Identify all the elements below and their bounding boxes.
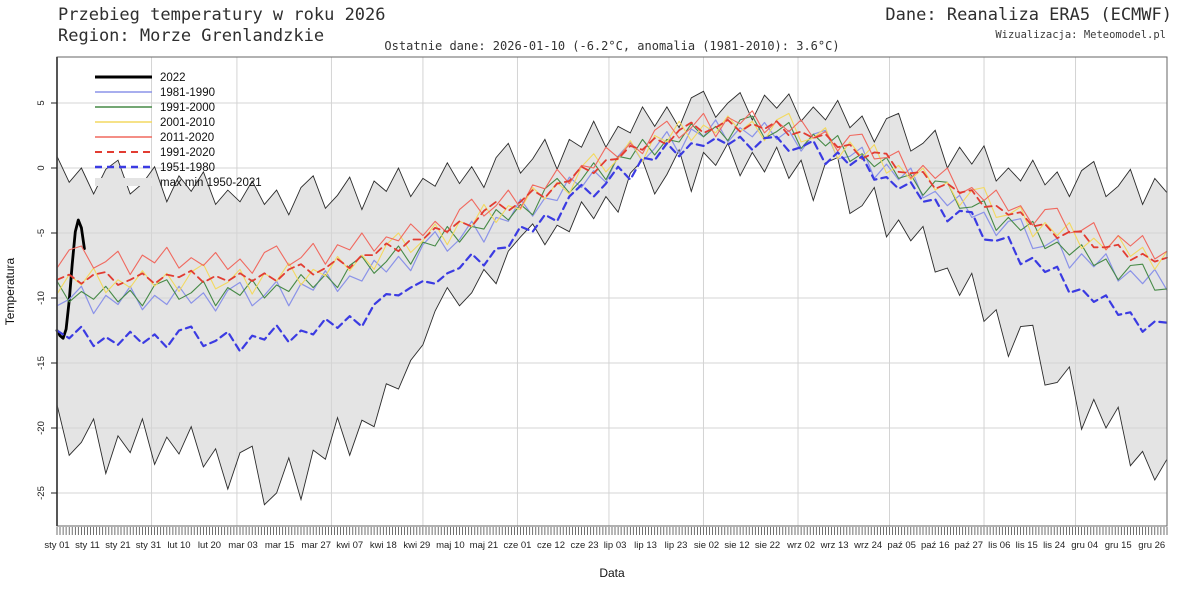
series-line-2022 (55, 218, 86, 340)
legend-label: 2022 (160, 72, 186, 84)
x-tick-label: gru 15 (1105, 540, 1132, 551)
x-tick-label: sty 01 (44, 540, 69, 551)
max-1950-2021-line (56, 90, 1168, 216)
x-tick-label: kwi 18 (370, 540, 397, 551)
x-tick-label: sty 11 (75, 540, 100, 551)
x-tick-label: maj 10 (436, 540, 465, 551)
series-line-1951-1980 (55, 135, 1169, 353)
x-tick-label: lis 24 (1043, 540, 1065, 551)
legend-label: 1951-1980 (160, 162, 215, 174)
min-1950-2021-line (56, 142, 1168, 506)
x-axis-title: Data (599, 566, 625, 580)
x-tick-label: paź 16 (921, 540, 950, 551)
x-tick-label: sie 12 (724, 540, 749, 551)
visualization-credit: Wizualizacja: Meteomodel.pl (995, 29, 1166, 41)
x-tick-label: cze 23 (571, 540, 599, 551)
x-tick-label: lut 20 (198, 540, 221, 551)
x-tick-label: lut 10 (167, 540, 190, 551)
legend-label: max min 1950-2021 (160, 177, 262, 189)
x-tick-label: lip 13 (634, 540, 657, 551)
y-tick-label: -10 (36, 291, 47, 305)
x-tick-label: sty 21 (105, 540, 130, 551)
legend-swatch-band (95, 178, 152, 186)
y-tick-label: -15 (36, 356, 47, 370)
y-tick-label: -20 (36, 421, 47, 435)
region-subtitle: Region: Morze Grenlandzkie (58, 26, 325, 46)
x-tick-label: sie 02 (694, 540, 719, 551)
y-tick-label: -5 (36, 229, 47, 237)
legend-label: 2011-2020 (160, 132, 214, 144)
x-tick-label: maj 21 (470, 540, 499, 551)
y-tick-label: 0 (36, 165, 47, 170)
legend-label: 1991-2000 (160, 102, 215, 114)
series-line-2001-2010 (56, 112, 1168, 295)
x-tick-label: mar 27 (301, 540, 331, 551)
x-tick-label: wrz 02 (786, 540, 815, 551)
page-title: Przebieg temperatury w roku 2026 (58, 5, 386, 25)
x-tick-label: kwi 07 (336, 540, 363, 551)
series-line-2011-2020 (56, 110, 1168, 276)
x-tick-label: mar 15 (265, 540, 295, 551)
x-daily-ticks (56, 527, 1168, 535)
legend-label: 1981-1990 (160, 87, 215, 99)
x-tick-label: mar 03 (228, 540, 258, 551)
x-tick-label: cze 12 (537, 540, 565, 551)
x-tick-label: sie 22 (755, 540, 780, 551)
y-axis-title: Temperatura (3, 257, 17, 325)
y-tick-label: 5 (36, 100, 47, 105)
x-tick-label: sty 31 (136, 540, 161, 551)
last-data-subtitle: Ostatnie dane: 2026-01-10 (-6.2°C, anoma… (384, 39, 840, 53)
x-tick-label: lis 15 (1016, 540, 1038, 551)
series-line-1981-1990 (56, 119, 1168, 315)
series-line-1991-2000 (56, 115, 1168, 307)
x-tick-label: gru 04 (1071, 540, 1098, 551)
series-line-1991-2020 (56, 119, 1168, 286)
x-tick-label: wrz 24 (853, 540, 882, 551)
x-tick-label: gru 26 (1138, 540, 1165, 551)
x-tick-label: lis 06 (988, 540, 1010, 551)
data-source-label: Dane: Reanaliza ERA5 (ECMWF) (885, 5, 1172, 25)
x-tick-label: lip 23 (665, 540, 688, 551)
x-tick-label: wrz 13 (820, 540, 849, 551)
legend-label: 2001-2010 (160, 117, 215, 129)
x-tick-label: cze 01 (503, 540, 531, 551)
x-tick-label: paź 27 (955, 540, 984, 551)
legend-label: 1991-2020 (160, 147, 215, 159)
x-tick-label: paź 05 (887, 540, 916, 551)
y-tick-label: -25 (36, 486, 47, 500)
x-tick-label: kwi 29 (403, 540, 430, 551)
x-tick-label: lip 03 (604, 540, 627, 551)
